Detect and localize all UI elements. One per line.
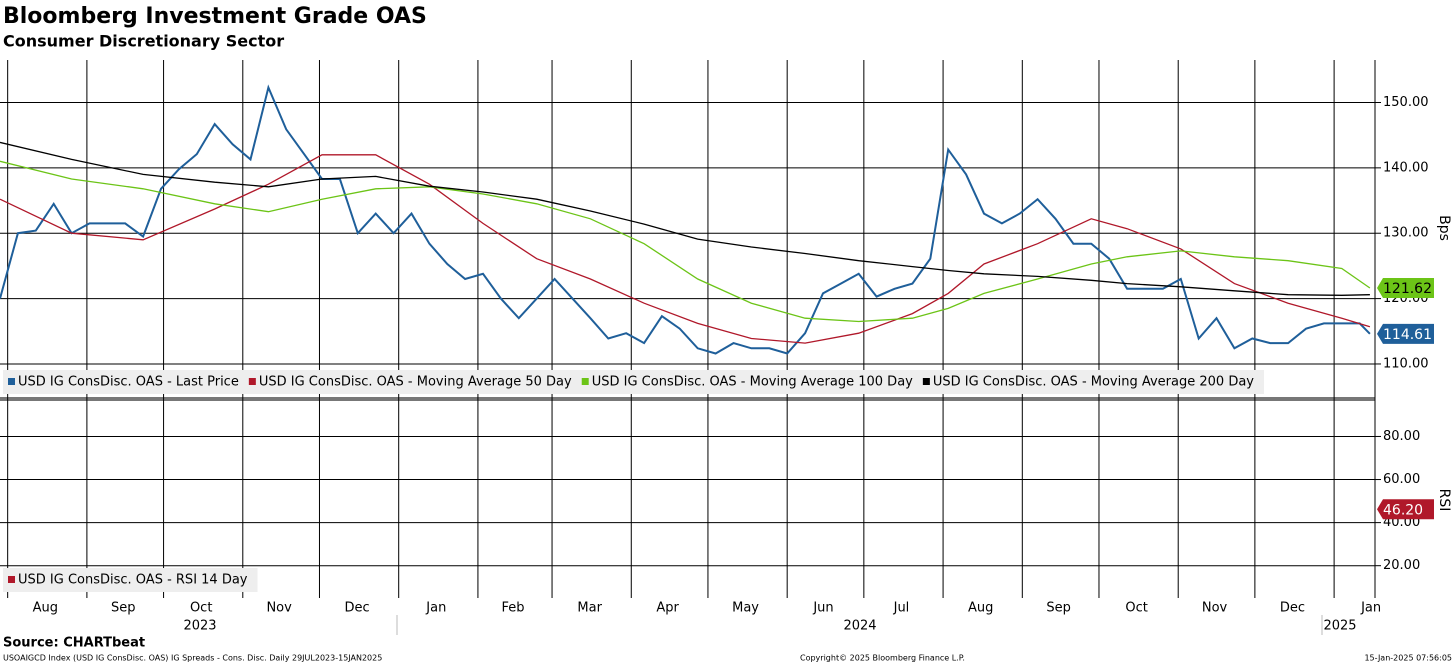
x-tick-label: Dec [345, 601, 370, 616]
footer-left: USOAIGCD Index (USD IG ConsDisc. OAS) IG… [3, 654, 382, 663]
legend-background [3, 568, 258, 592]
x-tick-label: Oct [1125, 601, 1147, 616]
legend-label: USD IG ConsDisc. OAS - Moving Average 20… [933, 375, 1254, 390]
x-tick-label: May [732, 601, 759, 616]
footer-right: 15-Jan-2025 07:56:05 [1364, 654, 1452, 663]
x-tick-label: Nov [266, 601, 292, 616]
y-tick-label: 60.00 [1383, 472, 1420, 487]
y-tick-label: 110.00 [1383, 356, 1429, 371]
x-tick-label: Dec [1280, 601, 1305, 616]
last-value-box [1377, 278, 1434, 299]
x-tick-label: Jul [893, 601, 910, 616]
legend-label: USD IG ConsDisc. OAS - RSI 14 Day [18, 573, 248, 588]
legend-swatch [922, 378, 930, 385]
last-value-label: 114.61 [1383, 327, 1432, 343]
year-label: 2024 [843, 619, 876, 634]
x-tick-label: Aug [968, 601, 993, 616]
y-tick-label: 20.00 [1383, 558, 1420, 573]
x-tick-label: Apr [656, 601, 679, 616]
x-tick-label: Jun [812, 601, 833, 616]
y-tick-label: 140.00 [1383, 160, 1429, 175]
last-value-box [1377, 323, 1434, 344]
y-tick-label: 80.00 [1383, 429, 1420, 444]
x-tick-label: Mar [577, 601, 602, 616]
x-tick-label: Jan [1360, 601, 1381, 616]
y-tick-label: 150.00 [1383, 95, 1429, 110]
y-axis-label: RSI [1436, 489, 1452, 512]
series-line [0, 84, 1371, 355]
x-tick-label: Aug [33, 601, 58, 616]
legend-background [3, 370, 1264, 394]
legend-label: USD IG ConsDisc. OAS - Moving Average 10… [592, 375, 913, 390]
series-line [0, 160, 1371, 323]
footer-center: Copyright© 2025 Bloomberg Finance L.P. [800, 654, 965, 663]
legend-label: USD IG ConsDisc. OAS - Last Price [18, 375, 239, 390]
year-label: 2023 [183, 619, 216, 634]
legend-swatch [8, 378, 15, 385]
last-value-label: 46.20 [1383, 502, 1423, 518]
last-value-box [1377, 499, 1434, 520]
legend-label: USD IG ConsDisc. OAS - Moving Average 50… [259, 375, 572, 390]
y-axis-label: Bps [1436, 215, 1452, 241]
last-value-label: 121.62 [1383, 281, 1432, 297]
legend-swatch [8, 576, 15, 583]
chart-title: Bloomberg Investment Grade OAS [3, 4, 427, 29]
legend-swatch [581, 378, 589, 385]
chart-subtitle: Consumer Discretionary Sector [3, 32, 284, 51]
x-tick-label: Feb [501, 601, 524, 616]
series-line [0, 154, 1371, 344]
year-label: 2025 [1323, 619, 1356, 634]
series-line [0, 141, 1370, 296]
x-tick-label: Sep [1046, 601, 1071, 616]
x-tick-label: Nov [1202, 601, 1228, 616]
panel-separator [0, 397, 1375, 401]
legend-swatch [248, 378, 256, 385]
x-tick-label: Sep [111, 601, 136, 616]
y-tick-label: 130.00 [1383, 226, 1429, 241]
source: Source: CHARTbeat [3, 636, 145, 651]
x-tick-label: Oct [190, 601, 212, 616]
x-tick-label: Jan [425, 601, 446, 616]
